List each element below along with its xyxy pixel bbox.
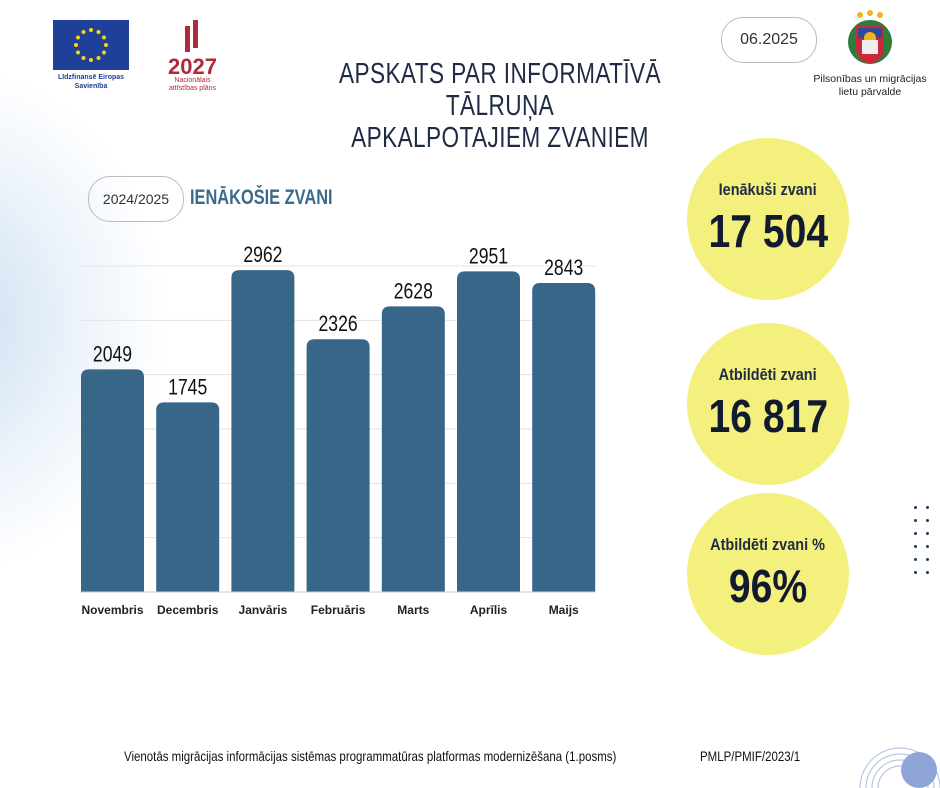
pmlp-text-2: lietu pārvalde <box>838 86 902 98</box>
eu-star-icon <box>104 43 108 47</box>
eu-star-icon <box>76 35 81 40</box>
data-label: 2326 <box>319 312 358 336</box>
data-label: 1745 <box>168 376 207 400</box>
chart-heading: IENĀKOŠIE ZVANI <box>190 186 333 209</box>
bar-decembris <box>156 402 220 592</box>
eu-flag-icon <box>53 20 129 70</box>
bar-aprīlis <box>457 271 520 592</box>
x-tick-label: Maijs <box>549 603 579 617</box>
eu-star-icon <box>76 50 81 55</box>
x-tick-label: Janvāris <box>239 603 288 617</box>
nap-logo: 2027 Nacionālais attīstības plāns <box>160 18 225 93</box>
stat-label: Atbildēti zvani <box>719 365 817 384</box>
date-badge: 06.2025 <box>721 17 817 63</box>
period-badge: 2024/2025 <box>88 176 184 222</box>
eu-star-icon <box>81 55 86 60</box>
data-label: 2628 <box>394 280 433 304</box>
decorative-dots <box>914 506 938 574</box>
data-label: 2951 <box>469 245 508 269</box>
nap-logo-text: Nacionālais attīstības plāns <box>168 77 217 92</box>
eu-star-icon <box>89 28 93 32</box>
stat-label: Atbildēti zvani % <box>710 535 826 554</box>
eu-logo: Līdzfinansē Eiropas Savienība <box>53 20 129 91</box>
eu-star-icon <box>96 55 101 60</box>
data-label: 2843 <box>544 256 583 280</box>
pmlp-logo: Pilsonības un migrācijas lietu pārvalde <box>800 10 940 99</box>
eu-star-icon <box>89 58 93 62</box>
stat-value: 17 504 <box>708 205 828 257</box>
stat-incoming: Ienākuši zvani 17 504 <box>687 138 849 300</box>
eu-star-icon <box>101 50 106 55</box>
data-label: 2049 <box>93 343 132 367</box>
eu-star-icon <box>96 30 101 35</box>
page-title: APSKATS PAR INFORMATĪVĀ TĀLRUŅA APKALPOT… <box>289 58 710 154</box>
stat-label: Ienākuši zvani <box>719 180 817 199</box>
x-tick-label: Aprīlis <box>470 603 508 617</box>
decorative-arcs <box>859 747 940 788</box>
eu-star-icon <box>101 35 106 40</box>
coat-of-arms-icon <box>848 10 892 64</box>
pmlp-text-1: Pilsonības un migrācijas <box>813 73 927 85</box>
data-label: 2962 <box>243 243 282 267</box>
x-tick-label: Februāris <box>311 603 366 617</box>
x-tick-label: Marts <box>397 603 429 617</box>
bar-februāris <box>306 339 370 592</box>
bar-maijs <box>532 283 596 592</box>
footer-project: Vienotās migrācijas informācijas sistēma… <box>124 748 617 764</box>
stat-value: 96% <box>728 560 808 612</box>
bar-marts <box>381 306 445 592</box>
x-tick-label: Novembris <box>81 603 143 617</box>
stat-answered: Atbildēti zvani 16 817 <box>687 323 849 485</box>
bar-janvāris <box>231 270 295 592</box>
title-line-1: APSKATS PAR INFORMATĪVĀ TĀLRUŅA <box>339 58 661 122</box>
bar-novembris <box>81 369 144 592</box>
bar-chart: 2049 Novembris 1745 Decembris 2962 Janvāris 23… <box>80 243 596 617</box>
eu-star-icon <box>74 43 78 47</box>
x-tick-label: Decembris <box>157 603 219 617</box>
title-line-2: APKALPOTAJIEM ZVANIEM <box>351 122 649 154</box>
eu-logo-text: Līdzfinansē Eiropas Savienība <box>57 74 125 90</box>
eu-star-icon <box>81 30 86 35</box>
footer-code: PMLP/PMIF/2023/1 <box>700 748 801 764</box>
nap-bars-icon <box>184 20 198 52</box>
stat-value: 16 817 <box>708 390 828 442</box>
nap-logo-number: 2027 <box>168 54 217 79</box>
stat-answered-percent: Atbildēti zvani % 96% <box>687 493 849 655</box>
